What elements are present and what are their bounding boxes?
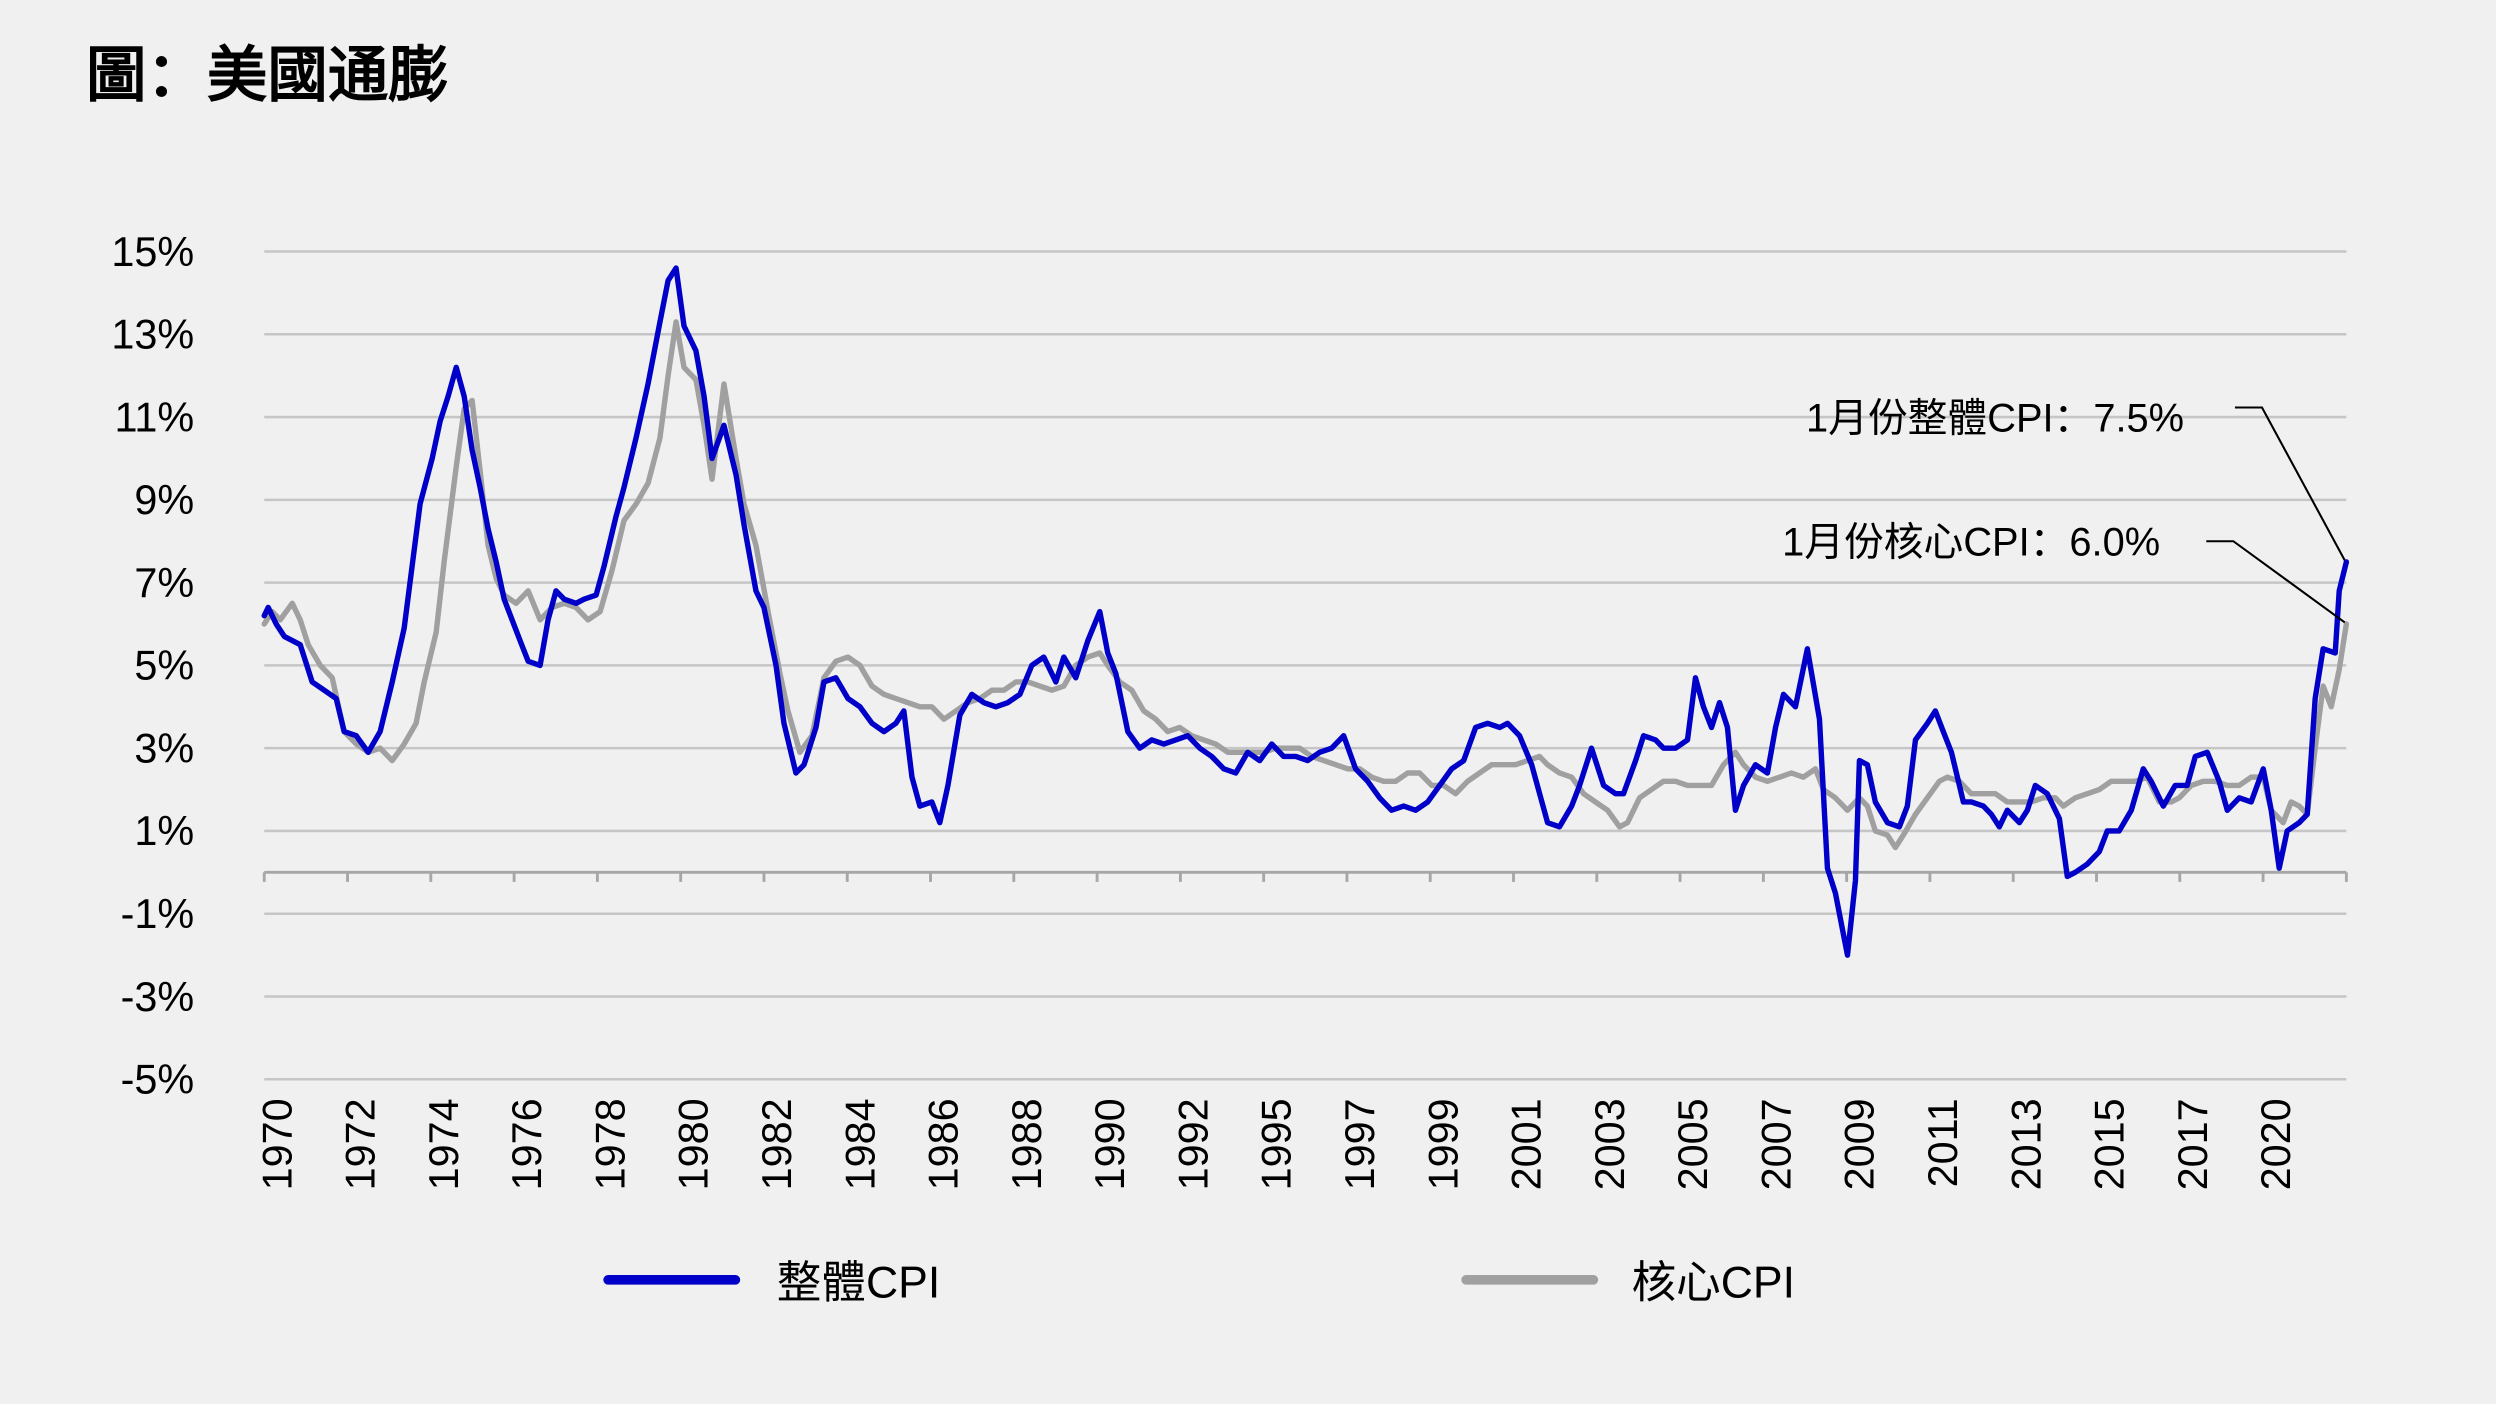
x-axis-labels: 1970 1972 1974 1976 1978 1980 1982 1984 1986 1988…	[254, 1098, 2299, 1190]
y-tick-label: -1%	[121, 891, 195, 937]
y-tick-label: 11%	[114, 394, 194, 440]
legend: 整體CPI 核心CPI	[603, 1258, 1795, 1307]
headline-annotation-leader	[2234, 406, 2346, 561]
legend-item-headline[interactable]: 整體CPI	[603, 1258, 940, 1307]
y-tick-label: 13%	[111, 312, 194, 358]
core-cpi-line	[261, 319, 2350, 851]
chart-title: 圖：美國通膨	[86, 41, 449, 109]
x-tick-label: 1972	[338, 1098, 384, 1190]
y-tick-label: 15%	[111, 229, 194, 275]
legend-item-core[interactable]: 核心CPI	[1461, 1258, 1795, 1307]
x-tick-label: 2003	[1587, 1098, 1633, 1190]
x-tick-label: 2011	[1920, 1098, 1966, 1187]
x-tick-label: 1995	[1254, 1098, 1300, 1190]
gridlines	[264, 250, 2347, 1081]
y-tick-label: 1%	[134, 808, 194, 854]
y-tick-label: -3%	[121, 974, 195, 1020]
x-tick-label: 1982	[754, 1098, 800, 1190]
y-axis-labels: 15% 13% 11% 9% 7% 5% 3% 1% -1% -3% -5%	[111, 229, 194, 1103]
x-tick-label: 1974	[421, 1098, 467, 1190]
headline-cpi-line	[261, 265, 2350, 958]
x-tick-label: 2009	[1837, 1098, 1883, 1190]
x-tick-label: 1999	[1420, 1098, 1466, 1190]
y-tick-label: 5%	[134, 643, 194, 689]
x-tick-label: 1984	[837, 1098, 883, 1190]
x-tick-label: 1986	[921, 1098, 967, 1190]
x-tick-label: 1978	[587, 1098, 633, 1190]
legend-label-headline: 整體CPI	[777, 1258, 940, 1307]
x-tick-label: 1976	[504, 1098, 550, 1190]
core-cpi-annotation: 1月份核心CPI：6.0%	[1782, 521, 2160, 565]
headline-cpi-annotation: 1月份整體CPI：7.5%	[1806, 396, 2184, 440]
x-tick-label: 1970	[254, 1098, 300, 1190]
x-tick-label: 1997	[1337, 1098, 1383, 1190]
x-tick-label: 2013	[2003, 1098, 2049, 1190]
y-tick-label: 7%	[134, 560, 194, 606]
x-tick-label: 1990	[1087, 1098, 1133, 1190]
y-tick-label: -5%	[121, 1057, 195, 1103]
x-tick-label: 1992	[1170, 1098, 1216, 1190]
x-tick-label: 2015	[2087, 1098, 2133, 1190]
x-axis	[262, 870, 2348, 882]
x-tick-label: 2017	[2170, 1098, 2216, 1190]
x-tick-label: 2001	[1504, 1098, 1550, 1190]
x-tick-label: 1980	[671, 1098, 717, 1190]
x-tick-label: 2020	[2253, 1098, 2299, 1190]
core-annotation-leader	[2206, 540, 2346, 624]
x-tick-label: 1988	[1004, 1098, 1050, 1190]
x-tick-label: 2005	[1670, 1098, 1716, 1190]
y-tick-label: 3%	[134, 725, 194, 771]
y-tick-label: 9%	[134, 477, 194, 523]
legend-label-core: 核心CPI	[1632, 1258, 1795, 1307]
x-tick-label: 2007	[1753, 1098, 1799, 1190]
